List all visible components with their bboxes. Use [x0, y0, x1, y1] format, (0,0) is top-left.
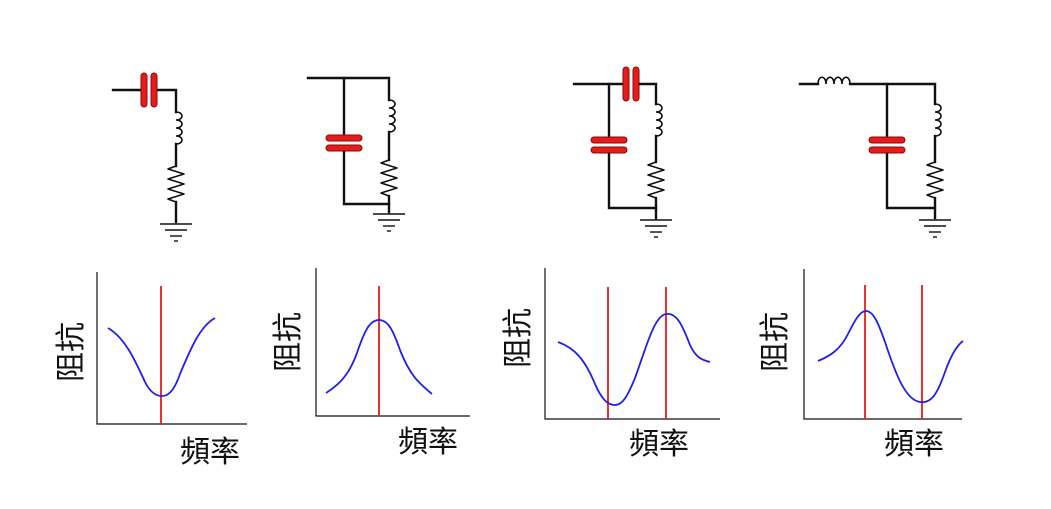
circuit-1-series-lc: [111, 72, 192, 242]
circuit-4-series-l-parallel-lc: [798, 76, 951, 238]
graph-4-xlabel: 頻率: [884, 427, 944, 462]
graph-2-ylabel: 阻抗: [271, 312, 306, 372]
graph-3-axes: [544, 268, 720, 420]
capacitor-4: [868, 136, 906, 144]
graph-2-xlabel: 頻率: [398, 425, 458, 460]
graph-1-xlabel: 頻率: [180, 435, 240, 470]
inductor-1: [175, 111, 183, 145]
graph-3: 阻抗 頻率: [501, 268, 720, 462]
graph-2-axes: [315, 268, 470, 417]
graph-1-impedance-curve: [107, 317, 216, 397]
circuit-2-parallel-lc: [306, 76, 405, 232]
graph-4: 阻抗 頻率: [758, 269, 964, 462]
resistor-2: [380, 159, 398, 197]
graph-3-ylabel: 阻抗: [501, 308, 536, 368]
capacitor-2: [325, 134, 363, 142]
capacitor-3b: [590, 136, 628, 144]
graph-2-impedance-curve: [325, 319, 433, 395]
inductor-4a: [817, 76, 851, 85]
graph-1: 阻抗 頻率: [54, 272, 247, 470]
ground-1: [160, 223, 192, 242]
graph-1-axes: [96, 272, 247, 425]
graph-4-axes: [803, 269, 962, 420]
inductor-4b: [934, 103, 942, 137]
graph-2: 阻抗 頻率: [271, 268, 470, 460]
graph-3-impedance-curve: [557, 313, 711, 406]
circuit-3-series-c-parallel-lc: [572, 66, 672, 238]
graph-4-ylabel: 阻抗: [758, 312, 793, 372]
inductor-2: [388, 99, 396, 133]
resistor-1: [167, 165, 185, 203]
graph-3-xlabel: 頻率: [629, 427, 689, 462]
ground-4: [919, 219, 951, 238]
inductor-3: [655, 103, 663, 137]
graph-1-ylabel: 阻抗: [54, 322, 89, 382]
graph-4-impedance-curve: [817, 310, 964, 404]
resistor-4: [926, 161, 944, 199]
capacitor-1: [140, 72, 148, 108]
capacitor-3a: [622, 66, 630, 102]
ground-3: [640, 219, 672, 238]
resistor-3: [647, 161, 665, 199]
ground-2: [373, 213, 405, 232]
